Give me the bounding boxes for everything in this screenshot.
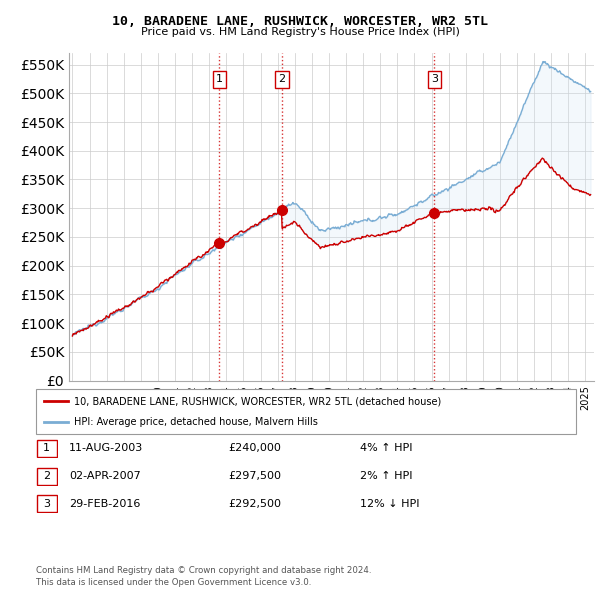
Text: 2% ↑ HPI: 2% ↑ HPI [360,471,413,481]
Text: 12% ↓ HPI: 12% ↓ HPI [360,499,419,509]
Text: £297,500: £297,500 [228,471,281,481]
Text: HPI: Average price, detached house, Malvern Hills: HPI: Average price, detached house, Malv… [74,417,317,427]
Text: 3: 3 [431,74,438,84]
Text: Contains HM Land Registry data © Crown copyright and database right 2024.
This d: Contains HM Land Registry data © Crown c… [36,566,371,587]
Text: 2: 2 [278,74,286,84]
Text: 1: 1 [216,74,223,84]
FancyBboxPatch shape [37,496,56,512]
Text: 11-AUG-2003: 11-AUG-2003 [69,444,143,453]
Text: Price paid vs. HM Land Registry's House Price Index (HPI): Price paid vs. HM Land Registry's House … [140,27,460,37]
Text: 10, BARADENE LANE, RUSHWICK, WORCESTER, WR2 5TL (detached house): 10, BARADENE LANE, RUSHWICK, WORCESTER, … [74,396,441,407]
Text: 10, BARADENE LANE, RUSHWICK, WORCESTER, WR2 5TL: 10, BARADENE LANE, RUSHWICK, WORCESTER, … [112,15,488,28]
Text: 1: 1 [43,444,50,453]
Text: £240,000: £240,000 [228,444,281,453]
Text: £292,500: £292,500 [228,499,281,509]
Text: 3: 3 [43,499,50,509]
FancyBboxPatch shape [37,440,56,457]
FancyBboxPatch shape [36,389,576,434]
Text: 02-APR-2007: 02-APR-2007 [69,471,141,481]
Text: 4% ↑ HPI: 4% ↑ HPI [360,444,413,453]
Text: 29-FEB-2016: 29-FEB-2016 [69,499,140,509]
FancyBboxPatch shape [37,468,56,484]
Text: 2: 2 [43,471,50,481]
